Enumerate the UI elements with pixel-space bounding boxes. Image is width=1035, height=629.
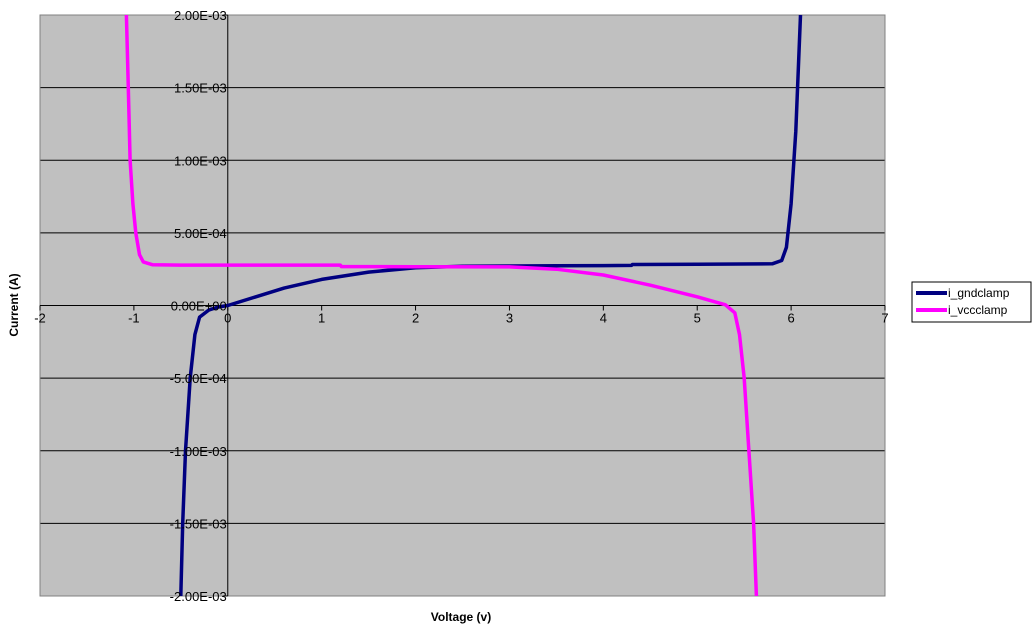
x-axis-title: Voltage (v) <box>431 610 491 624</box>
x-tick-label: -2 <box>34 311 46 326</box>
tick-labels: -2 -1 0 1 2 3 4 5 6 7 2.00E-03 1.50E-03 1.00E-03 5.00… <box>34 8 888 604</box>
x-tick-label: 7 <box>881 311 888 326</box>
x-tick-label: 1 <box>318 311 325 326</box>
x-tick-label: 4 <box>600 311 607 326</box>
x-tick-label: -1 <box>128 311 140 326</box>
y-tick-label: 2.00E-03 <box>174 8 227 23</box>
legend-label-i-vccclamp: i_vccclamp <box>948 303 1008 317</box>
y-tick-label: -1.00E-03 <box>170 444 227 459</box>
y-tick-label: -2.00E-03 <box>170 589 227 604</box>
y-axis-title: Current (A) <box>7 273 21 336</box>
series-lines <box>124 15 803 596</box>
legend-label-i-gndclamp: i_gndclamp <box>948 286 1010 300</box>
x-tick-label: 6 <box>787 311 794 326</box>
legend: i_gndclamp i_vccclamp <box>911 281 1032 323</box>
x-tick-label: 2 <box>412 311 419 326</box>
series-line-i-vccclamp <box>124 15 759 596</box>
x-tick-label: 0 <box>224 311 231 326</box>
y-tick-label: -1.50E-03 <box>170 516 227 531</box>
y-tick-label: 1.00E-03 <box>174 153 227 168</box>
y-tick-label: -5.00E-04 <box>170 371 227 386</box>
y-tick-label: 0.00E+00 <box>171 299 227 314</box>
y-tick-label: 1.50E-03 <box>174 81 227 96</box>
x-tick-label: 3 <box>506 311 513 326</box>
legend-box <box>911 281 1032 323</box>
y-tick-label: 5.00E-04 <box>174 226 227 241</box>
x-tick-label: 5 <box>694 311 701 326</box>
